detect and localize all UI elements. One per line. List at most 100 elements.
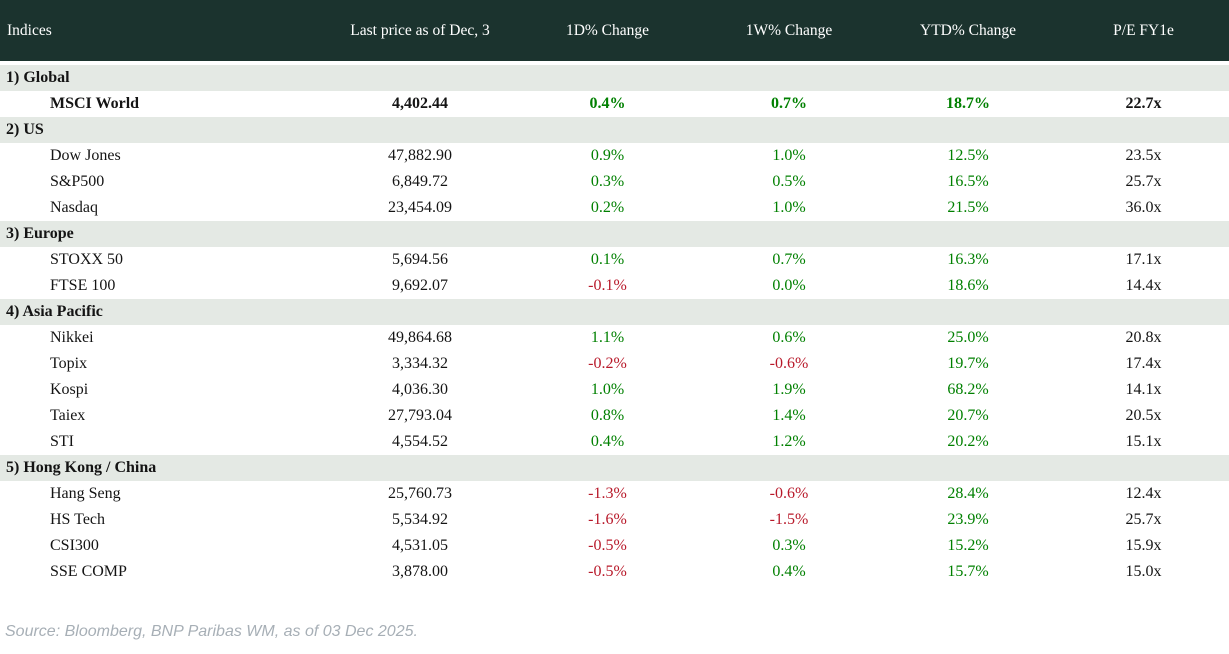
- 1w-change: 1.0%: [772, 199, 806, 216]
- 1d-change: 0.2%: [590, 199, 625, 216]
- index-name: FTSE 100: [50, 277, 116, 294]
- pe-ratio: 22.7x: [1125, 95, 1162, 112]
- 1d-change: -1.6%: [588, 511, 627, 528]
- section-label: 5) Hong Kong / China: [6, 459, 157, 476]
- ytd-change: 25.0%: [947, 329, 989, 346]
- 1w-change: 0.6%: [772, 329, 806, 346]
- pe-ratio: 36.0x: [1125, 199, 1162, 216]
- 1d-change: 0.8%: [590, 407, 625, 424]
- table-row-msci-world: MSCI World 4,402.44 0.4% 0.7% 18.7% 22.7…: [0, 91, 1229, 117]
- 1d-change: 0.9%: [590, 147, 625, 164]
- index-name: Nikkei: [50, 329, 94, 346]
- pe-ratio: 15.0x: [1125, 563, 1162, 580]
- section-row-global: 1) Global: [0, 65, 1229, 91]
- index-name: STOXX 50: [50, 251, 124, 268]
- source-note: Source: Bloomberg, BNP Paribas WM, as of…: [5, 623, 418, 640]
- 1w-change: 1.0%: [772, 147, 806, 164]
- 1d-change: 0.4%: [589, 95, 626, 112]
- section-label: 2) US: [6, 121, 44, 138]
- table-row-nasdaq: Nasdaq 23,454.09 0.2% 1.0% 21.5% 36.0x: [0, 195, 1229, 221]
- pe-ratio: 20.8x: [1125, 329, 1162, 346]
- last-price: 23,454.09: [388, 199, 452, 216]
- 1w-change: 1.2%: [772, 433, 806, 450]
- ytd-change: 16.3%: [947, 251, 989, 268]
- 1d-change: 1.1%: [590, 329, 625, 346]
- 1w-change: 0.7%: [771, 95, 807, 112]
- index-name: Hang Seng: [50, 485, 121, 502]
- index-name: Taiex: [50, 407, 86, 424]
- section-row-asia-pacific: 4) Asia Pacific: [0, 299, 1229, 325]
- section-label: 3) Europe: [6, 225, 74, 242]
- ytd-change: 16.5%: [947, 173, 989, 190]
- 1w-change: 0.4%: [772, 563, 806, 580]
- table-title: Indices: [7, 21, 52, 39]
- last-price: 5,534.92: [392, 511, 448, 528]
- index-name: STI: [50, 433, 74, 450]
- ytd-change: 18.7%: [946, 95, 990, 112]
- ytd-change: 21.5%: [947, 199, 989, 216]
- ytd-change: 12.5%: [947, 147, 989, 164]
- 1d-change: -1.3%: [588, 485, 627, 502]
- pe-ratio: 12.4x: [1125, 485, 1162, 502]
- table-row-stoxx-50: STOXX 50 5,694.56 0.1% 0.7% 16.3% 17.1x: [0, 247, 1229, 273]
- index-name: MSCI World: [50, 95, 140, 112]
- 1d-change: 1.0%: [590, 381, 625, 398]
- 1d-change: -0.2%: [588, 355, 627, 372]
- table-row-taiex: Taiex 27,793.04 0.8% 1.4% 20.7% 20.5x: [0, 403, 1229, 429]
- column-header-1d-change: 1D% Change: [565, 21, 650, 39]
- table-row-kospi: Kospi 4,036.30 1.0% 1.9% 68.2% 14.1x: [0, 377, 1229, 403]
- table-row-sti: STI 4,554.52 0.4% 1.2% 20.2% 15.1x: [0, 429, 1229, 455]
- table-row-sse-comp: SSE COMP 3,878.00 -0.5% 0.4% 15.7% 15.0x: [0, 559, 1229, 585]
- pe-ratio: 25.7x: [1125, 173, 1162, 190]
- ytd-change: 19.7%: [947, 355, 989, 372]
- pe-ratio: 23.5x: [1125, 147, 1162, 164]
- table-row-csi300: CSI300 4,531.05 -0.5% 0.3% 15.2% 15.9x: [0, 533, 1229, 559]
- column-header-ytd-change: YTD% Change: [920, 21, 1016, 39]
- table-row-dow-jones: Dow Jones 47,882.90 0.9% 1.0% 12.5% 23.5…: [0, 143, 1229, 169]
- table-row-nikkei: Nikkei 49,864.68 1.1% 0.6% 25.0% 20.8x: [0, 325, 1229, 351]
- index-name: CSI300: [50, 537, 99, 554]
- table-row-sp500: S&P500 6,849.72 0.3% 0.5% 16.5% 25.7x: [0, 169, 1229, 195]
- ytd-change: 20.7%: [947, 407, 989, 424]
- index-name: HS Tech: [50, 511, 106, 528]
- last-price: 4,554.52: [392, 433, 448, 450]
- section-row-us: 2) US: [0, 117, 1229, 143]
- table-row-hs-tech: HS Tech 5,534.92 -1.6% -1.5% 23.9% 25.7x: [0, 507, 1229, 533]
- 1w-change: 0.3%: [772, 537, 806, 554]
- table-header: Indices Last price as of Dec, 3 1D% Chan…: [0, 0, 1229, 61]
- pe-ratio: 15.1x: [1125, 433, 1162, 450]
- pe-ratio: 20.5x: [1125, 407, 1162, 424]
- ytd-change: 23.9%: [947, 511, 989, 528]
- last-price: 4,531.05: [392, 537, 448, 554]
- index-name: Kospi: [50, 381, 89, 398]
- last-price: 5,694.56: [392, 251, 448, 268]
- column-header-last-price: Last price as of Dec, 3: [350, 21, 490, 39]
- ytd-change: 15.2%: [947, 537, 989, 554]
- 1w-change: -1.5%: [769, 511, 809, 528]
- ytd-change: 18.6%: [947, 277, 989, 294]
- index-name: S&P500: [50, 173, 105, 190]
- 1w-change: 0.0%: [772, 277, 806, 294]
- pe-ratio: 25.7x: [1125, 511, 1162, 528]
- index-name: Topix: [50, 355, 88, 372]
- 1w-change: 0.5%: [772, 173, 806, 190]
- last-price: 4,036.30: [392, 381, 448, 398]
- section-row-hk-china: 5) Hong Kong / China: [0, 455, 1229, 481]
- 1w-change: 1.4%: [772, 407, 806, 424]
- last-price: 27,793.04: [388, 407, 452, 424]
- 1w-change: -0.6%: [769, 485, 809, 502]
- index-name: SSE COMP: [50, 563, 127, 580]
- 1w-change: 1.9%: [772, 381, 806, 398]
- index-name: Nasdaq: [50, 199, 98, 216]
- ytd-change: 20.2%: [947, 433, 989, 450]
- last-price: 49,864.68: [388, 329, 452, 346]
- table-row-ftse-100: FTSE 100 9,692.07 -0.1% 0.0% 18.6% 14.4x: [0, 273, 1229, 299]
- last-price: 9,692.07: [392, 277, 448, 294]
- column-header-pe: P/E FY1e: [1113, 21, 1174, 39]
- 1d-change: 0.4%: [590, 433, 625, 450]
- ytd-change: 15.7%: [947, 563, 989, 580]
- index-name: Dow Jones: [50, 147, 121, 164]
- last-price: 25,760.73: [388, 485, 452, 502]
- 1w-change: -0.6%: [769, 355, 809, 372]
- 1d-change: 0.3%: [590, 173, 625, 190]
